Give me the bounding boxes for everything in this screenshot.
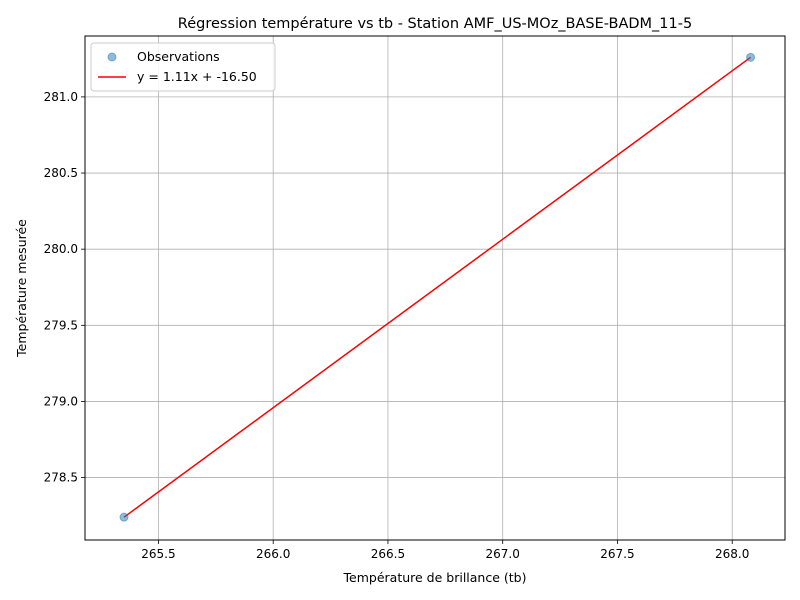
legend-label-regression: y = 1.11x + -16.50 — [137, 69, 257, 84]
y-axis-ticks: 278.5 279.0 279.5 280.0 280.5 281.0 — [44, 90, 85, 485]
y-tick-label: 280.0 — [44, 242, 78, 256]
x-tick-label: 267.5 — [600, 547, 634, 561]
x-axis-ticks: 265.5 266.0 266.5 267.0 267.5 268.0 — [141, 540, 749, 561]
grid — [85, 36, 785, 540]
regression-line — [123, 56, 752, 518]
y-tick-label: 281.0 — [44, 90, 78, 104]
x-tick-label: 266.5 — [371, 547, 405, 561]
x-tick-label: 266.0 — [256, 547, 290, 561]
y-tick-label: 279.0 — [44, 394, 78, 408]
series-layer — [119, 52, 756, 522]
scatter-point — [119, 512, 129, 522]
y-tick-label: 280.5 — [44, 166, 78, 180]
legend-box — [90, 42, 276, 92]
x-tick-label: 268.0 — [715, 547, 749, 561]
legend-label-observations: Observations — [137, 49, 220, 64]
x-axis-label: Température de brillance (tb) — [343, 570, 527, 585]
y-tick-label: 278.5 — [44, 471, 78, 485]
x-tick-label: 267.0 — [486, 547, 520, 561]
y-tick-label: 279.5 — [44, 318, 78, 332]
y-axis-label: Température mesurée — [14, 219, 29, 358]
plot-frame — [84, 35, 786, 541]
chart-title: Régression température vs tb - Station A… — [178, 16, 692, 32]
scatter-point — [746, 52, 756, 62]
legend: Observations y = 1.11x + -16.50 — [90, 42, 276, 92]
x-tick-label: 265.5 — [141, 547, 175, 561]
legend-scatter-marker — [107, 52, 117, 62]
